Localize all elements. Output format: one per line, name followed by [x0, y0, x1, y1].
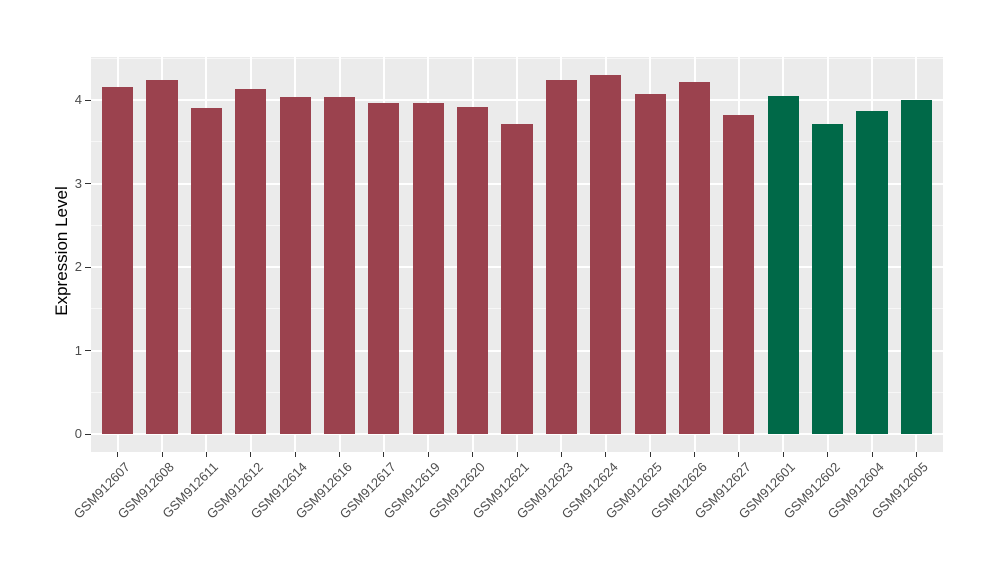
x-tick-mark: [294, 452, 296, 457]
bar: [634, 94, 666, 435]
x-tick-mark: [472, 452, 474, 457]
y-tick-mark: [85, 99, 91, 101]
x-tick-mark: [827, 452, 829, 457]
bar: [545, 79, 577, 435]
plot-panel: [91, 57, 943, 452]
x-tick-mark: [649, 452, 651, 457]
bar: [102, 87, 134, 435]
bar: [412, 102, 444, 435]
x-tick-mark: [161, 452, 163, 457]
bar: [368, 102, 400, 435]
x-tick-mark: [339, 452, 340, 457]
y-tick-label: 2: [74, 259, 82, 275]
bar: [856, 110, 888, 435]
x-tick-mark: [117, 452, 119, 457]
x-tick-mark: [516, 452, 518, 457]
bar: [190, 107, 222, 435]
y-tick-label: 0: [74, 426, 82, 442]
bar: [146, 79, 178, 435]
x-tick-mark: [205, 452, 207, 457]
x-tick-mark: [871, 452, 873, 457]
bar: [590, 74, 622, 435]
bar: [723, 115, 755, 435]
bar: [812, 124, 844, 435]
y-axis-title: Expression Level: [52, 186, 71, 316]
bar: [279, 96, 311, 435]
x-tick-mark: [605, 452, 607, 457]
y-tick-label: 4: [74, 92, 82, 107]
y-tick-label: 1: [74, 342, 82, 358]
y-tick-mark: [85, 433, 91, 435]
bar: [235, 89, 267, 435]
bar: [767, 95, 799, 435]
x-tick-mark: [738, 452, 740, 457]
bar: [323, 96, 356, 435]
y-tick-mark: [85, 266, 91, 268]
y-tick-mark: [85, 350, 91, 352]
x-tick-mark: [560, 452, 562, 457]
x-tick-mark: [383, 452, 385, 457]
bar: [678, 82, 711, 435]
y-tick-mark: [85, 183, 91, 185]
x-tick-mark: [694, 452, 695, 457]
x-tick-mark: [915, 452, 917, 457]
x-tick-mark: [427, 452, 429, 457]
x-tick-mark: [782, 452, 784, 457]
y-tick-label: 3: [74, 175, 82, 191]
bar: [457, 106, 489, 435]
bar: [900, 100, 932, 435]
x-tick-mark: [250, 452, 252, 457]
bar: [501, 124, 533, 435]
